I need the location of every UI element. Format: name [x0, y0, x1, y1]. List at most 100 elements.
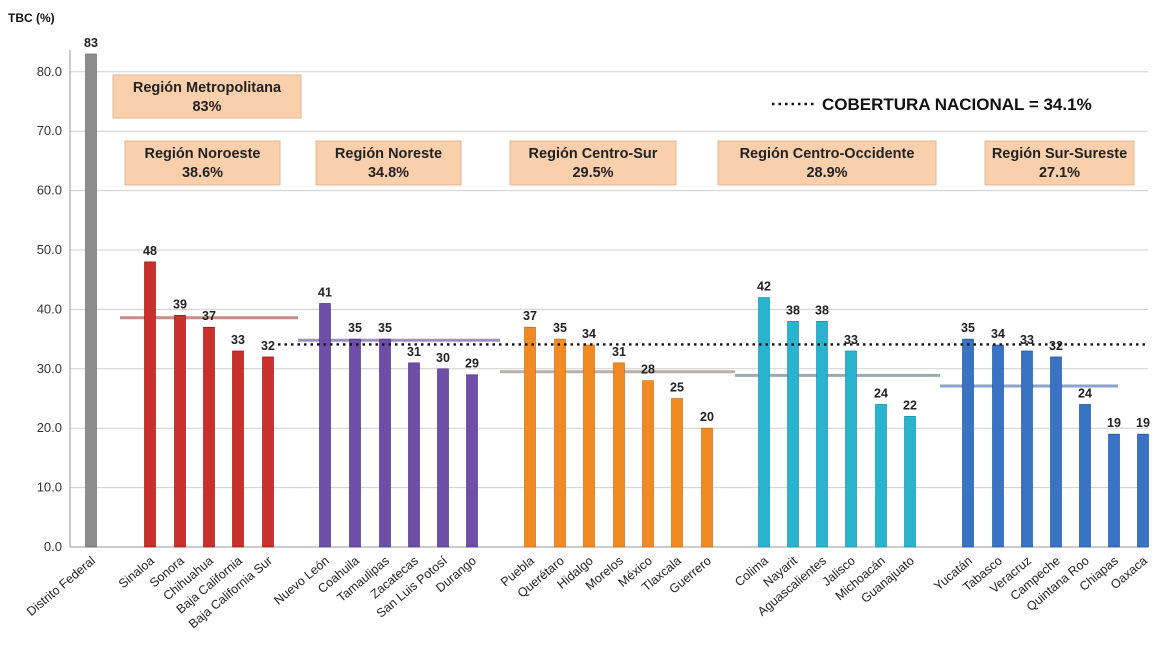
value-label: 38: [815, 303, 829, 317]
region-group-1: [144, 261, 274, 548]
value-label: 19: [1107, 416, 1121, 430]
region-value: 34.8%: [368, 165, 409, 181]
region-value: 83%: [192, 99, 221, 115]
region-value: 28.9%: [806, 165, 847, 181]
y-tick-label: 30.0: [37, 361, 62, 376]
bar: [1108, 433, 1120, 548]
region-group-2: [319, 303, 478, 548]
bar: [758, 297, 770, 548]
bar: [701, 427, 713, 548]
bar: [816, 320, 828, 548]
value-label: 38: [786, 303, 800, 317]
bar: [962, 338, 974, 548]
value-label: 31: [407, 345, 421, 359]
region-box: [124, 140, 281, 186]
value-label: 37: [202, 309, 216, 323]
bar: [992, 344, 1004, 548]
bar: [408, 362, 420, 548]
y-tick-label: 50.0: [37, 242, 62, 257]
region-group-5: [962, 338, 1149, 548]
value-label: 48: [143, 244, 157, 258]
region-box: [984, 140, 1135, 186]
bar: [1021, 350, 1033, 548]
value-label: 25: [670, 381, 684, 395]
value-label: 37: [523, 309, 537, 323]
bar: [642, 380, 654, 548]
value-label: 83: [84, 36, 98, 50]
y-tick-label: 20.0: [37, 420, 62, 435]
category-label: Distrito Federal: [24, 554, 98, 619]
value-label: 28: [641, 363, 655, 377]
region-value: 38.6%: [182, 165, 223, 181]
bar: [904, 416, 916, 548]
region-box: [509, 140, 677, 186]
bar: [787, 320, 799, 548]
value-label: 34: [582, 327, 596, 341]
value-label: 33: [844, 333, 858, 347]
value-label: 35: [378, 321, 392, 335]
region-name: Región Metropolitana: [133, 80, 282, 96]
bar: [203, 326, 215, 548]
value-label: 33: [231, 333, 245, 347]
value-label: 32: [261, 339, 275, 353]
bar: [349, 338, 361, 548]
region-name: Región Noreste: [335, 146, 442, 162]
region-boxes: Región Metropolitana 83% Región Noroeste 38…: [112, 74, 1135, 186]
y-tick-label: 60.0: [37, 183, 62, 198]
value-label: 24: [1078, 386, 1092, 400]
region-name: Región Sur-Sureste: [992, 146, 1127, 162]
legend-label: COBERTURA NACIONAL = 34.1%: [822, 95, 1092, 114]
bar: [1079, 404, 1091, 548]
bar: [319, 303, 331, 548]
value-label: 20: [700, 410, 714, 424]
bar: [1137, 433, 1149, 548]
region-box: [717, 140, 937, 186]
bars: [85, 53, 1149, 548]
value-label: 31: [612, 345, 626, 359]
value-label: 35: [348, 321, 362, 335]
bar: [232, 350, 244, 548]
bar: [613, 362, 625, 548]
region-group-0: [85, 53, 97, 548]
y-tick-label: 70.0: [37, 123, 62, 138]
bar: [524, 326, 536, 548]
value-label: 34: [991, 327, 1005, 341]
bar: [845, 350, 857, 548]
bar: [144, 261, 156, 548]
y-tick-label: 40.0: [37, 301, 62, 316]
bar: [437, 368, 449, 548]
value-label: 35: [961, 321, 975, 335]
value-label: 32: [1049, 339, 1063, 353]
value-label: 24: [874, 386, 888, 400]
bar: [554, 338, 566, 548]
region-name: Región Noroeste: [144, 146, 260, 162]
y-tick-label: 0.0: [44, 539, 62, 554]
value-label: 22: [903, 398, 917, 412]
bar: [583, 344, 595, 548]
region-box: [112, 74, 302, 119]
value-label: 29: [465, 357, 479, 371]
y-tick-label: 10.0: [37, 480, 62, 495]
value-label: 30: [436, 351, 450, 365]
value-label: 19: [1136, 416, 1150, 430]
value-label: 39: [173, 297, 187, 311]
region-box: [315, 140, 462, 186]
bar: [466, 374, 478, 548]
region-name: Región Centro-Sur: [529, 146, 658, 162]
bar: [1050, 356, 1062, 548]
region-value: 29.5%: [572, 165, 613, 181]
bar: [875, 404, 887, 548]
region-name: Región Centro-Occidente: [740, 146, 915, 162]
value-label: 41: [318, 285, 332, 299]
bar: [174, 315, 186, 548]
legend: COBERTURA NACIONAL = 34.1%: [772, 95, 1092, 114]
bar: [671, 398, 683, 548]
value-label: 42: [757, 280, 771, 294]
bar: [85, 53, 97, 548]
region-group-4: [758, 297, 916, 548]
y-axis-title: TBC (%): [8, 11, 55, 25]
value-label: 33: [1020, 333, 1034, 347]
y-tick-label: 80.0: [37, 64, 62, 79]
